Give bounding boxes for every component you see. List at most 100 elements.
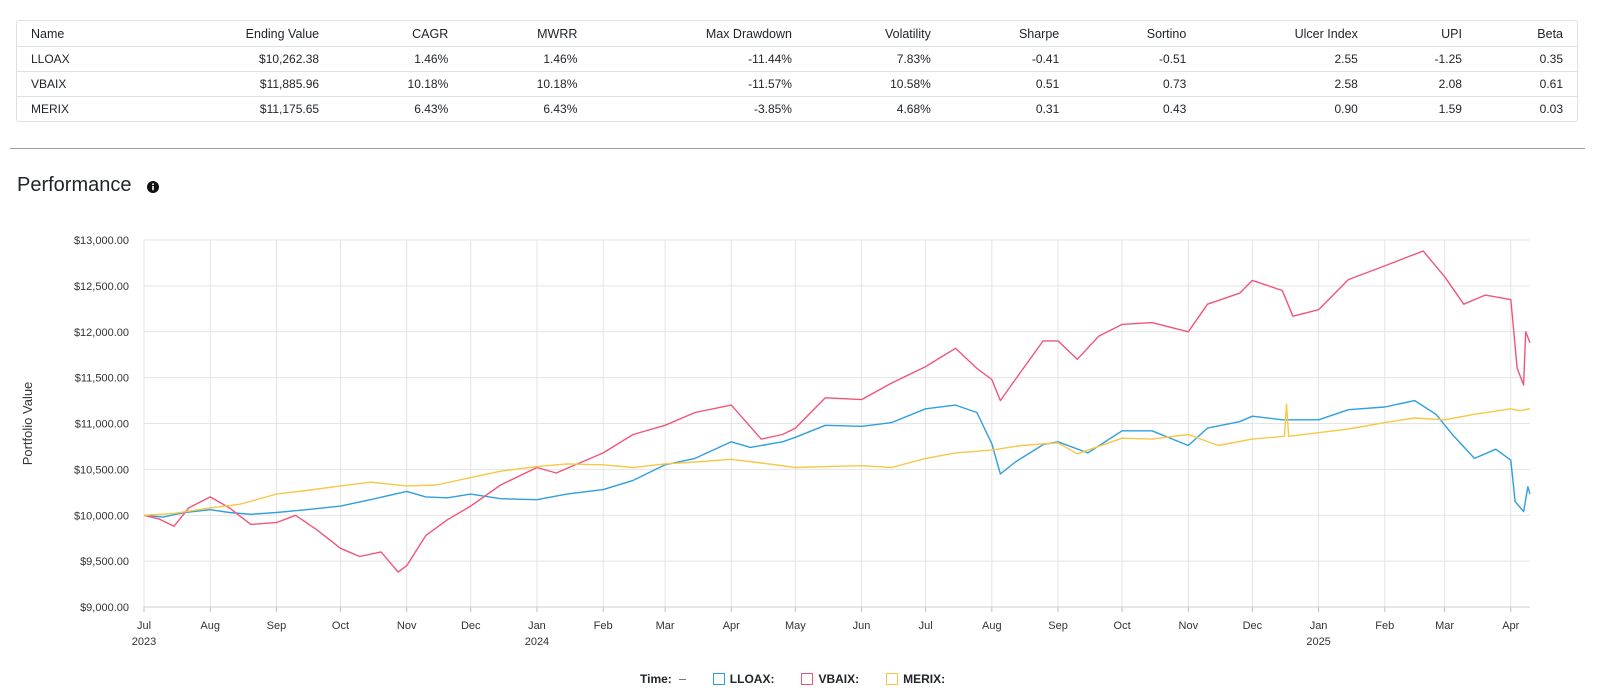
- x-tick-label: Sep: [267, 620, 287, 632]
- y-tick-label: $11,500.00: [75, 373, 129, 385]
- fund-name-cell: MERIX: [17, 96, 143, 121]
- y-tick-label: $10,000.00: [74, 510, 129, 522]
- x-tick-label: Apr: [1502, 620, 1519, 632]
- stats-table-header: Name Ending Value CAGR MWRR Max Drawdown Vola…: [17, 21, 1577, 47]
- column-header[interactable]: Name: [17, 21, 143, 47]
- stat-cell: 0.90: [1200, 96, 1372, 121]
- fund-name-cell: VBAIX: [17, 71, 143, 97]
- column-header[interactable]: Ending Value: [142, 21, 334, 47]
- series-line-merix: [143, 403, 1531, 516]
- table-row: MERIX $11,175.65 6.43% 6.43% -3.85% 4.68% 0.31…: [17, 96, 1577, 121]
- x-tick-label: Dec: [1243, 620, 1263, 632]
- column-header[interactable]: MWRR: [462, 21, 592, 47]
- stat-cell: -0.41: [1031, 52, 1060, 66]
- x-tick-label: Mar: [656, 620, 675, 632]
- stat-cell: 1.46%: [543, 52, 578, 66]
- series-line-vbaix: [143, 250, 1531, 573]
- y-tick-label: $9,000.00: [80, 602, 129, 614]
- stat-cell: $10,262.38: [259, 52, 320, 66]
- stats-table-card: Name Ending Value CAGR MWRR Max Drawdown Vola…: [16, 20, 1578, 122]
- y-tick-label: $12,000.00: [74, 327, 129, 339]
- stat-cell: 0.43: [1073, 96, 1201, 121]
- table-row: VBAIX $11,885.96 10.18% 10.18% -11.57% 10.58%…: [17, 71, 1577, 97]
- stat-cell: 6.43%: [333, 96, 463, 121]
- column-header[interactable]: Max Drawdown: [591, 21, 806, 47]
- stats-table-body: LLOAX $10,262.38 1.46% 1.46% -11.44% 7.83% -0.…: [17, 47, 1577, 121]
- y-tick-label: $9,500.00: [80, 556, 129, 568]
- x-tick-label: Oct: [332, 620, 349, 632]
- stat-cell: 4.68%: [805, 96, 945, 121]
- stat-cell: 2.55: [1334, 52, 1358, 66]
- x-tick-label: Jul: [137, 620, 151, 632]
- stat-cell: $11,175.65: [142, 96, 334, 121]
- column-header[interactable]: Beta: [1475, 21, 1577, 47]
- stat-cell: 10.18%: [462, 71, 592, 97]
- stat-cell: -11.44%: [748, 52, 792, 66]
- performance-title: Performance: [17, 174, 132, 196]
- x-tick-label: Feb: [594, 620, 613, 632]
- stat-cell: 0.51: [944, 71, 1074, 97]
- x-tick-label: Nov: [397, 620, 417, 632]
- legend-swatch-vbaix: [801, 673, 814, 685]
- series-line-lloax: [143, 399, 1531, 518]
- column-header[interactable]: CAGR: [333, 21, 463, 47]
- x-tick-label: Sep: [1048, 620, 1068, 632]
- stat-cell: 10.18%: [333, 71, 463, 97]
- chart-legend: Time: LLOAX: VBAIX: MERIX:: [640, 670, 972, 688]
- section-divider: [10, 148, 1585, 149]
- y-tick-label: $10,500.00: [74, 464, 129, 476]
- stat-cell: 10.58%: [805, 71, 945, 97]
- stat-cell: 2.58: [1200, 71, 1372, 97]
- x-tick-label: Jan: [528, 620, 546, 632]
- x-tick-label: Aug: [982, 620, 1002, 632]
- column-header[interactable]: Volatility: [805, 21, 945, 47]
- stat-cell: 6.43%: [462, 96, 592, 121]
- stat-cell: 2.08: [1371, 71, 1476, 97]
- performance-chart: $9,000.00 $9,500.00 $10,000.00 $10,500.00 $1…: [20, 235, 1531, 648]
- stat-cell: 0.35: [1539, 52, 1563, 66]
- stats-table: Name Ending Value CAGR MWRR Max Drawdown Vola…: [17, 21, 1577, 121]
- stat-cell: 0.73: [1073, 71, 1201, 97]
- x-tick-label: Nov: [1179, 620, 1199, 632]
- column-header[interactable]: Sharpe: [944, 21, 1074, 47]
- stat-cell: 0.03: [1475, 96, 1577, 121]
- stat-cell: 1.59: [1371, 96, 1476, 121]
- legend-swatch-merix: [886, 673, 899, 685]
- table-row: LLOAX $10,262.38 1.46% 1.46% -11.44% 7.83% -0.…: [17, 47, 1577, 72]
- legend-label-merix: MERIX:: [903, 672, 946, 686]
- x-tick-label: Apr: [723, 620, 740, 632]
- stat-cell: 0.61: [1475, 71, 1577, 97]
- legend-label-vbaix: VBAIX:: [818, 672, 860, 686]
- x-tick-label: Feb: [1375, 620, 1394, 632]
- y-tick-label: $13,000.00: [74, 235, 129, 247]
- column-header[interactable]: Sortino: [1073, 21, 1201, 47]
- legend-time[interactable]: Time:: [640, 672, 686, 686]
- y-tick-label: $11,000.00: [75, 419, 129, 431]
- x-tick-label: Dec: [461, 620, 481, 632]
- y-tick-label: $12,500.00: [74, 281, 129, 293]
- legend-item-merix[interactable]: MERIX:: [886, 672, 945, 686]
- column-header[interactable]: UPI: [1371, 21, 1476, 47]
- stat-cell: $11,885.96: [142, 71, 334, 97]
- stat-cell: -11.57%: [591, 71, 806, 97]
- y-axis-label: Portfolio Value: [20, 382, 35, 466]
- x-tick-year-label: 2023: [132, 636, 156, 648]
- column-header[interactable]: Ulcer Index: [1200, 21, 1372, 47]
- legend-item-vbaix[interactable]: VBAIX:: [801, 672, 859, 686]
- legend-time-label: Time:: [640, 672, 672, 686]
- stat-cell: -1.25: [1434, 52, 1462, 66]
- x-tick-label: Jul: [919, 620, 933, 632]
- x-tick-label: Oct: [1114, 620, 1131, 632]
- stat-cell: -0.51: [1158, 52, 1187, 66]
- x-tick-year-label: 2024: [525, 636, 549, 648]
- dash-icon: [678, 678, 686, 680]
- x-tick-label: May: [785, 620, 806, 632]
- legend-swatch-lloax: [712, 673, 725, 685]
- stat-cell: 1.46%: [414, 52, 449, 66]
- legend-label-lloax: LLOAX:: [729, 672, 775, 686]
- stat-cell: 7.83%: [896, 52, 931, 66]
- legend-item-lloax[interactable]: LLOAX:: [712, 672, 775, 686]
- x-tick-year-label: 2025: [1306, 636, 1330, 648]
- info-circle-icon[interactable]: [147, 181, 159, 193]
- x-tick-label: Jun: [853, 620, 871, 632]
